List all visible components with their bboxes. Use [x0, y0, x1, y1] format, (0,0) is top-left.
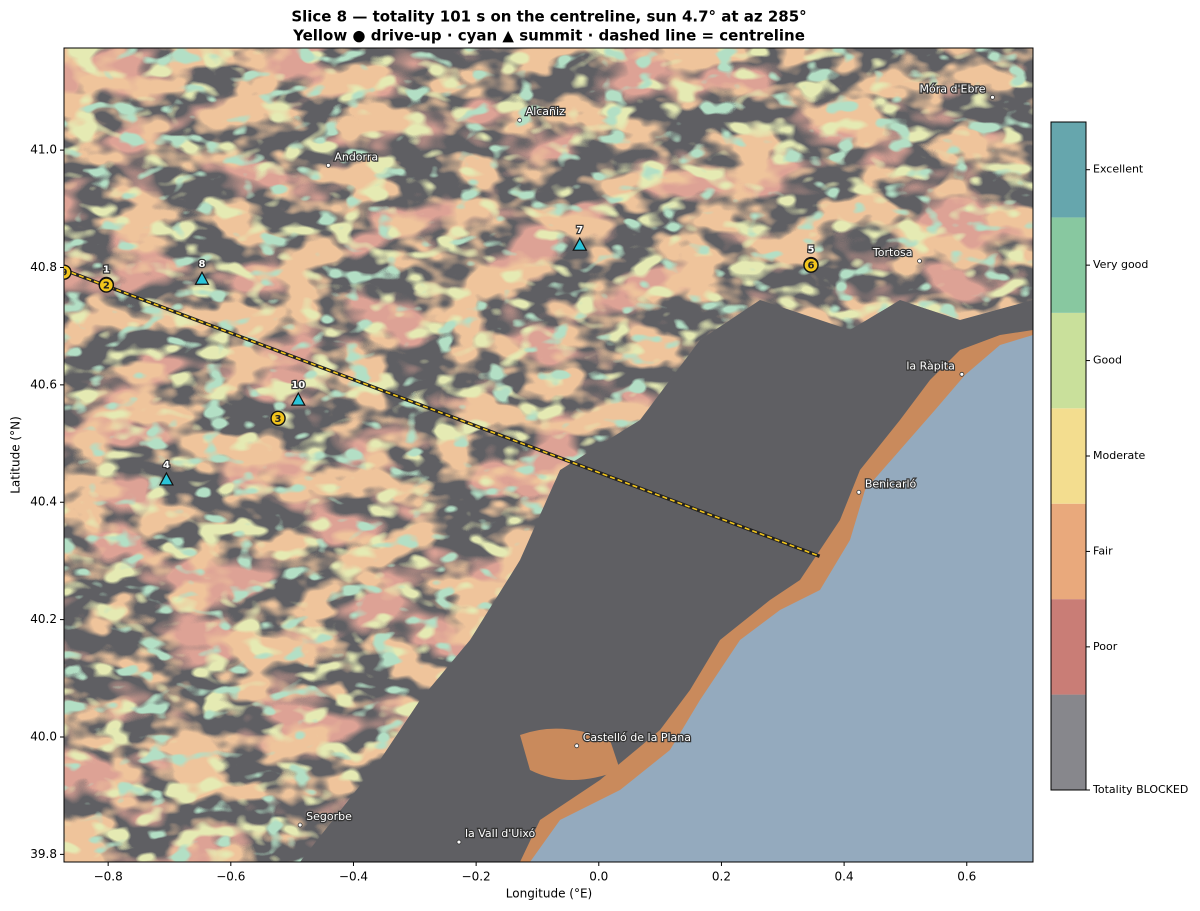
city-dot [917, 258, 922, 264]
colorbar-segment [1051, 599, 1086, 695]
site-label: 3 [275, 414, 282, 425]
city-dot [856, 489, 862, 495]
x-axis-label: Longitude (°E) [506, 887, 592, 901]
y-tick-label: 40.2 [30, 612, 57, 626]
city-dot [297, 822, 303, 828]
site-label: 7 [576, 225, 583, 236]
colorbar-segment [1051, 694, 1086, 790]
city-dot [990, 94, 995, 100]
city-dot [574, 743, 580, 749]
drive-up-marker [270, 410, 286, 427]
summit-marker [572, 236, 588, 251]
site-label: 6 [808, 261, 815, 272]
map-overlay: Móra d'Ebre Alcañiz Andorra Tortosa la Ràpit… [61, 81, 995, 845]
x-tick-label: 0.0 [589, 870, 608, 884]
city-label: Castelló de la Plana [583, 731, 691, 744]
city-label: Segorbe [306, 810, 352, 823]
city-label: Andorra [334, 150, 378, 163]
y-tick-label: 40.0 [30, 729, 57, 743]
colorbar-segment [1051, 408, 1086, 504]
colorbar-label: Very good [1093, 258, 1148, 271]
centreline [64, 269, 820, 557]
city-label: Benicarló [865, 477, 917, 490]
summit-marker [194, 270, 210, 285]
city-dot [325, 162, 331, 168]
city-dot [456, 839, 462, 845]
chart-subtitle: Yellow ● drive-up · cyan ▲ summit · dash… [292, 27, 805, 45]
site-label: 1 [103, 265, 110, 276]
city-label: la Vall d'Uixó [465, 827, 536, 840]
y-axis-label: Latitude (°N) [9, 416, 23, 494]
x-tick-label: 0.4 [835, 870, 854, 884]
colorbar-label: Good [1093, 354, 1122, 367]
x-tick-label: 0.2 [712, 870, 731, 884]
colorbar-label: Totality BLOCKED [1092, 783, 1188, 796]
summit-marker [158, 471, 174, 486]
site-label: 2 [103, 281, 110, 292]
y-tick-label: 40.4 [30, 495, 57, 509]
colorbar-label: Excellent [1093, 163, 1144, 176]
colorbar-segment [1051, 503, 1086, 600]
summit-marker [290, 391, 306, 406]
y-tick-label: 41.0 [30, 143, 57, 157]
city-label: Alcañiz [526, 105, 565, 118]
site-label: 5 [808, 245, 815, 256]
city-label: Móra d'Ebre [920, 82, 986, 95]
colorbar-segment [1051, 217, 1086, 313]
site-label: 8 [199, 259, 206, 270]
site-label: 10 [291, 380, 305, 391]
city-dot [517, 117, 523, 123]
chart-title: Slice 8 — totality 101 s on the centreli… [291, 8, 806, 26]
city-label: la Ràpita [906, 359, 955, 372]
drive-up-marker [98, 277, 115, 293]
drive-up-marker [64, 264, 72, 280]
colorbar-segment [1051, 122, 1086, 218]
city-label: Tortosa [872, 246, 913, 259]
x-tick-label: −0.4 [339, 870, 368, 884]
city-dot [959, 371, 965, 377]
x-tick-label: −0.6 [216, 870, 245, 884]
colorbar-frame [1050, 121, 1087, 791]
colorbar-label: Moderate [1093, 449, 1146, 462]
drive-up-marker [803, 257, 819, 273]
y-tick-label: 40.8 [30, 260, 57, 274]
y-tick-label: 40.6 [30, 377, 57, 391]
site-label: 4 [163, 460, 170, 471]
colorbar-label: Poor [1093, 640, 1118, 653]
site-label: 9 [61, 268, 68, 279]
x-tick-label: 0.6 [957, 870, 976, 884]
plot-frame [63, 47, 1034, 863]
x-tick-label: −0.2 [462, 870, 491, 884]
x-tick-label: −0.8 [94, 870, 123, 884]
y-tick-label: 39.8 [30, 847, 57, 861]
colorbar-segment [1051, 312, 1086, 409]
colorbar-label: Fair [1093, 544, 1113, 557]
